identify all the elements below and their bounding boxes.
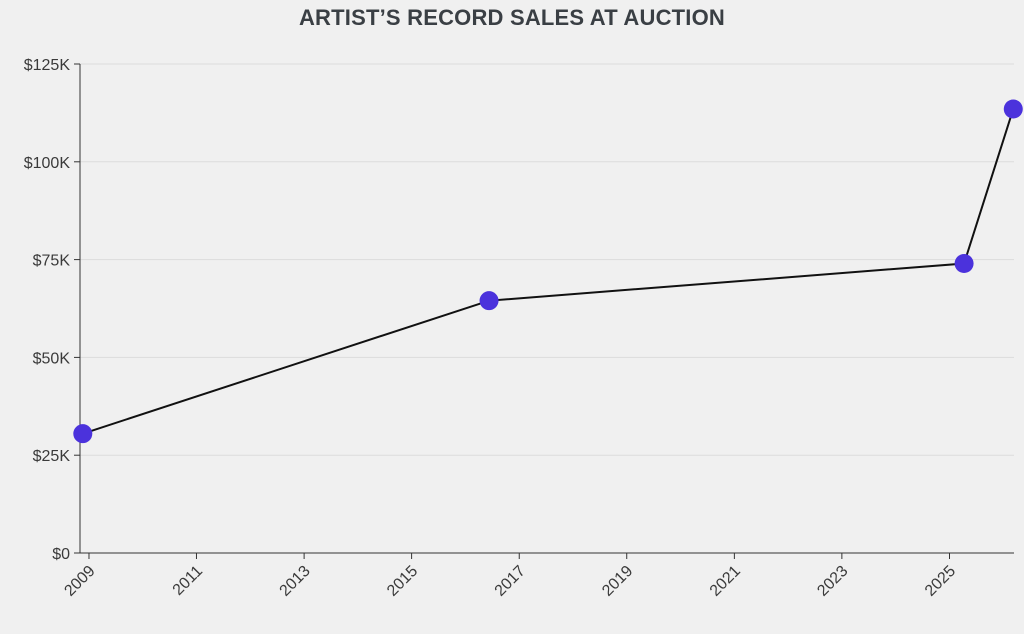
x-tick-label: 2009 xyxy=(61,563,98,600)
series xyxy=(73,99,1023,444)
x-tick-label: 2011 xyxy=(170,563,206,599)
series-line xyxy=(82,108,1015,435)
y-tick-label: $50K xyxy=(33,350,71,367)
x-tick-label: 2025 xyxy=(922,563,959,600)
y-tick-label: $0 xyxy=(52,546,70,563)
x-tick-label: 2015 xyxy=(384,563,421,600)
y-tick-label: $125K xyxy=(24,57,71,74)
data-point xyxy=(954,254,974,274)
x-tick-label: 2021 xyxy=(707,563,744,600)
data-point xyxy=(73,424,93,444)
data-point xyxy=(1003,99,1023,119)
grid-lines xyxy=(80,63,1014,456)
y-tick-label: $100K xyxy=(24,155,71,172)
y-tick-label: $75K xyxy=(33,253,71,270)
y-tick-label: $25K xyxy=(33,448,71,465)
data-point xyxy=(479,291,499,311)
chart-title: ARTIST’S RECORD SALES AT AUCTION xyxy=(298,5,726,30)
axes: $0 $25K $50K $75K $100K $125K 2009 2011 2013 2015… xyxy=(24,57,1014,600)
x-tick-label: 2013 xyxy=(277,563,314,600)
x-tick-label: 2023 xyxy=(814,563,851,600)
x-tick-label: 2017 xyxy=(492,563,529,600)
x-tick-label: 2019 xyxy=(599,563,636,600)
